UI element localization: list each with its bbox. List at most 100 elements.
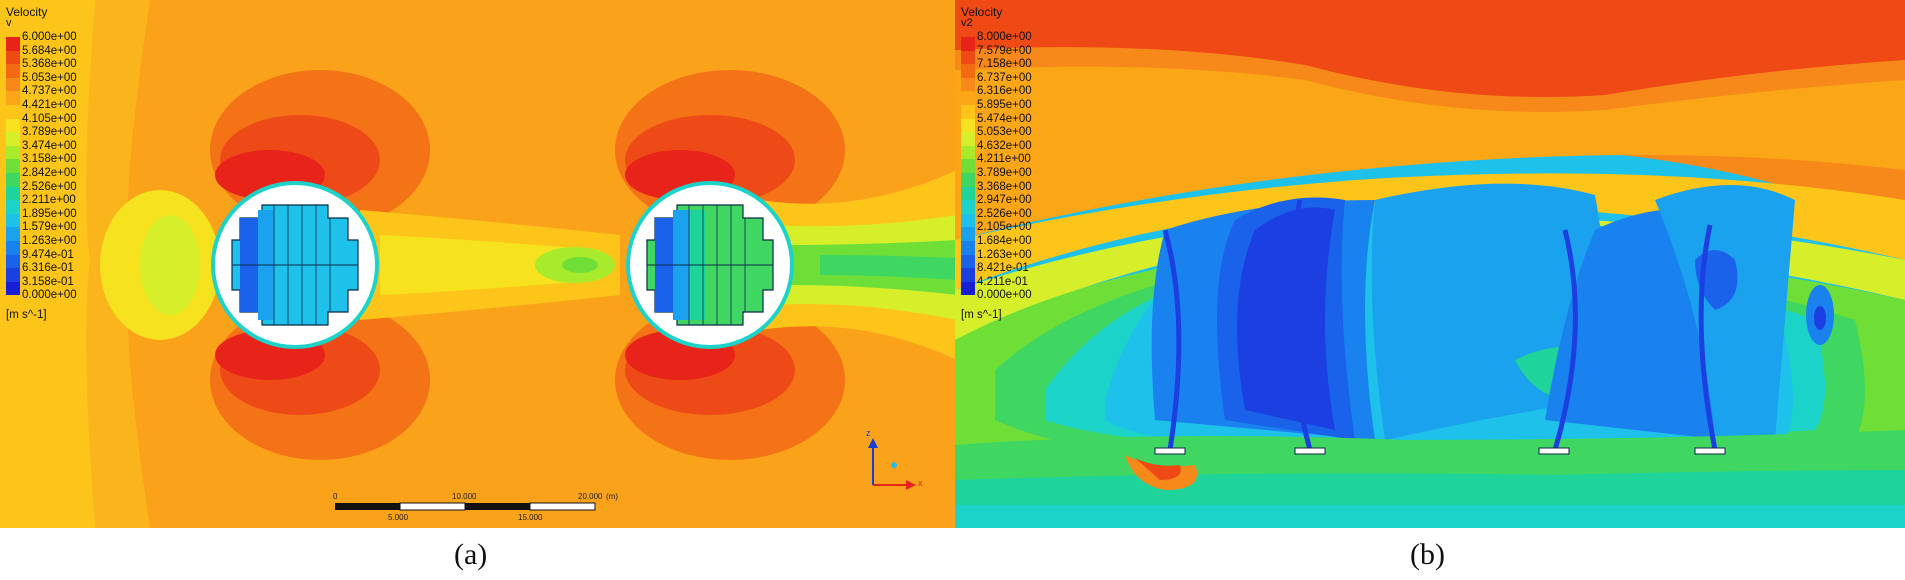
caption-a: (a) bbox=[454, 538, 488, 571]
color-bar-segment bbox=[961, 50, 975, 65]
legend-unit: [m s^-1] bbox=[961, 309, 1002, 321]
legend-tick-label: 6.316e+00 bbox=[977, 85, 1032, 98]
color-bar-segment bbox=[6, 213, 20, 228]
legend-tick-label: 4.211e-01 bbox=[977, 275, 1028, 288]
legend-tick-label: 3.368e+00 bbox=[977, 180, 1032, 193]
legend-tick-label: 3.158e-01 bbox=[22, 275, 74, 288]
color-bar-segment bbox=[961, 281, 975, 296]
axis-triad bbox=[868, 438, 916, 490]
legend-title: Velocity bbox=[961, 5, 1003, 19]
color-bar-segment bbox=[6, 50, 20, 65]
color-bar-segment bbox=[6, 240, 20, 255]
color-bar-segment bbox=[6, 104, 20, 119]
axis-z-label: z bbox=[866, 428, 871, 438]
legend-tick-label: 2.526e+00 bbox=[22, 180, 77, 193]
legend-tick-label: 4.737e+00 bbox=[22, 85, 77, 98]
color-bar-segment bbox=[961, 254, 975, 269]
legend-tick-label: 3.158e+00 bbox=[22, 153, 77, 166]
color-bar-segment bbox=[6, 145, 20, 160]
legend-tick-label: 3.789e+00 bbox=[977, 166, 1032, 179]
legend-tick-label: 5.053e+00 bbox=[22, 71, 77, 84]
legend-tick-label: 6.316e-01 bbox=[22, 262, 74, 275]
color-bar-segment bbox=[961, 104, 975, 119]
fuel-assembly-2 bbox=[646, 204, 774, 326]
color-bar-segment bbox=[6, 200, 20, 214]
legend-tick-label: 8.000e+00 bbox=[977, 31, 1032, 43]
color-bar-segment bbox=[961, 172, 975, 187]
color-bar-segment bbox=[6, 186, 20, 201]
legend-tick-label: 4.211e+00 bbox=[977, 153, 1031, 166]
color-bar-segment bbox=[6, 281, 20, 296]
color-bar-segment bbox=[6, 132, 20, 146]
legend-unit: [m s^-1] bbox=[6, 309, 47, 321]
contour-plot-b bbox=[955, 0, 1905, 528]
color-bar bbox=[961, 37, 975, 296]
color-bar bbox=[6, 37, 20, 296]
color-bar-segment bbox=[961, 268, 975, 282]
color-bar-segment bbox=[6, 77, 20, 92]
color-bar-segment bbox=[6, 172, 20, 187]
legend-tick-label: 5.895e+00 bbox=[977, 98, 1032, 111]
color-bar-segment bbox=[961, 118, 975, 133]
color-bar-segment bbox=[961, 240, 975, 255]
legend-tick-label: 1.263e+00 bbox=[977, 248, 1032, 261]
color-bar-segment bbox=[961, 37, 975, 51]
legend-tick-label: 3.789e+00 bbox=[22, 126, 77, 139]
legend-tick-label: 5.684e+00 bbox=[22, 44, 77, 57]
legend-tick-label: 1.684e+00 bbox=[977, 234, 1032, 247]
color-bar-segment bbox=[6, 64, 20, 78]
legend-tick-label: 0.000e+00 bbox=[977, 289, 1032, 302]
color-bar-segment bbox=[6, 254, 20, 269]
legend-ticks: 8.000e+00 7.579e+00 7.158e+00 6.737e+00 6.31… bbox=[977, 31, 1032, 303]
legend-tick-label: 3.474e+00 bbox=[22, 139, 77, 152]
color-bar-segment bbox=[961, 77, 975, 92]
legend-tick-label: 1.895e+00 bbox=[22, 207, 77, 220]
fuel-assembly-1 bbox=[231, 204, 359, 326]
scale-label-unit: (m) bbox=[606, 492, 618, 501]
color-bar-segment bbox=[961, 64, 975, 78]
legend-tick-label: 5.053e+00 bbox=[977, 126, 1032, 139]
panel-b: Velocity v2 8.000e+00 7.579e+00 7.158e+00 6… bbox=[955, 0, 1905, 528]
legend-tick-label: 1.579e+00 bbox=[22, 221, 77, 234]
legend-title: Velocity bbox=[6, 5, 48, 19]
scale-bar bbox=[335, 502, 596, 511]
legend-tick-label: 2.526e+00 bbox=[977, 207, 1032, 220]
color-legend-a: Velocity v 6.000e+00 5.684e+00 5.368e+00 5.… bbox=[6, 5, 77, 321]
color-bar-segment bbox=[6, 37, 20, 51]
color-bar-segment bbox=[6, 118, 20, 133]
legend-tick-label: 4.632e+00 bbox=[977, 139, 1032, 152]
scale-label-10: 10.000 bbox=[452, 492, 477, 501]
legend-tick-label: 7.158e+00 bbox=[977, 58, 1032, 71]
color-bar-segment bbox=[6, 91, 20, 105]
legend-tick-label: 4.421e+00 bbox=[22, 98, 77, 111]
scale-label-20: 20.000 bbox=[578, 492, 603, 501]
color-bar-segment bbox=[961, 159, 975, 173]
legend-tick-label: 1.263e+00 bbox=[22, 234, 77, 247]
legend-tick-label: 8.421e-01 bbox=[977, 262, 1029, 275]
legend-tick-label: 7.579e+00 bbox=[977, 44, 1032, 57]
color-legend-b: Velocity v2 8.000e+00 7.579e+00 7.158e+00 6… bbox=[961, 5, 1032, 321]
legend-tick-label: 2.842e+00 bbox=[22, 166, 77, 179]
legend-tick-label: 6.000e+00 bbox=[22, 31, 77, 43]
legend-variable: v2 bbox=[961, 17, 973, 29]
color-bar-segment bbox=[6, 159, 20, 173]
legend-tick-label: 2.947e+00 bbox=[977, 194, 1032, 207]
legend-ticks: 6.000e+00 5.684e+00 5.368e+00 5.053e+00 4.73… bbox=[22, 31, 77, 303]
legend-variable: v bbox=[6, 17, 12, 29]
legend-tick-label: 6.737e+00 bbox=[977, 71, 1032, 84]
color-bar-segment bbox=[961, 132, 975, 146]
scale-label-15: 15.000 bbox=[518, 513, 543, 522]
color-bar-segment bbox=[6, 227, 20, 241]
color-bar-segment bbox=[961, 213, 975, 228]
legend-tick-label: 4.105e+00 bbox=[22, 112, 77, 125]
legend-tick-label: 5.368e+00 bbox=[22, 58, 77, 71]
legend-tick-label: 5.474e+00 bbox=[977, 112, 1032, 125]
color-bar-segment bbox=[961, 200, 975, 214]
axis-x-label: x bbox=[918, 478, 923, 488]
color-bar-segment bbox=[961, 186, 975, 201]
color-bar-segment bbox=[6, 268, 20, 282]
legend-tick-label: 2.105e+00 bbox=[977, 221, 1032, 234]
scale-label-5: 5.000 bbox=[388, 513, 409, 522]
color-bar-segment bbox=[961, 91, 975, 105]
legend-tick-label: 0.000e+00 bbox=[22, 289, 77, 302]
